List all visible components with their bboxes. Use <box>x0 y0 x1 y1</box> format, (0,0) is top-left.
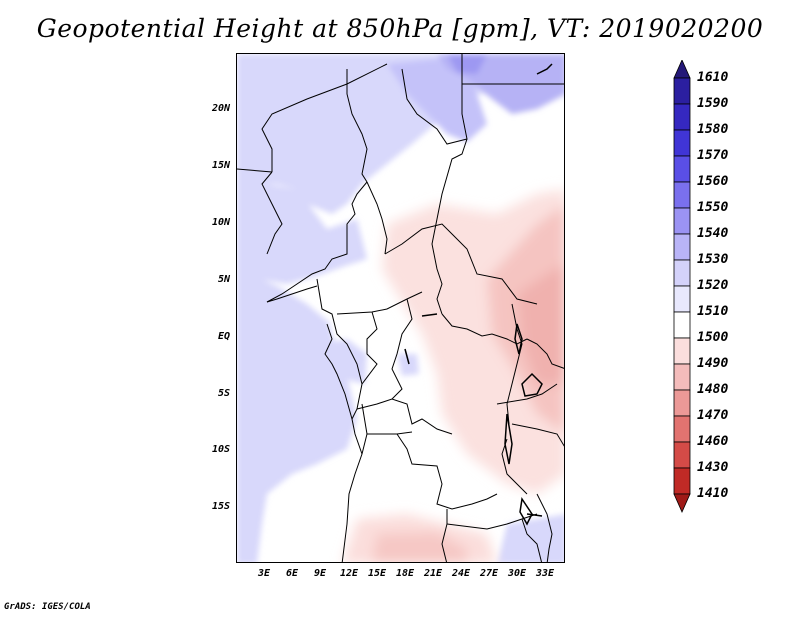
colorbar-level-label: 1520 <box>697 278 729 293</box>
colorbar-svg <box>673 59 691 513</box>
lon-tick-label: 6E <box>285 568 299 579</box>
lat-tick-label: 10S <box>211 444 230 455</box>
colorbar-segment <box>673 103 691 131</box>
lat-tick-label: 5S <box>217 388 230 399</box>
lon-tick-label: 18E <box>395 568 415 579</box>
colorbar-level-label: 1430 <box>697 460 729 475</box>
colorbar-segment <box>673 59 691 79</box>
colorbar-level-label: 1460 <box>697 434 729 449</box>
colorbar-level-label: 1470 <box>697 408 729 423</box>
colorbar-level-label: 1510 <box>697 304 729 319</box>
colorbar-level-label: 1500 <box>697 330 729 345</box>
lat-tick-label: EQ <box>217 331 230 342</box>
colorbar-segment <box>673 363 691 391</box>
lat-tick-label: 20N <box>211 103 230 114</box>
lakes <box>404 63 553 526</box>
colorbar-segment <box>673 207 691 235</box>
colorbar-level-label: 1590 <box>697 96 729 111</box>
grads-credit: GrADS: IGES/COLA <box>4 602 91 612</box>
colorbar-segment <box>673 77 691 105</box>
colorbar-segment <box>673 129 691 157</box>
colorbar-segment <box>673 181 691 209</box>
colorbar-segment <box>673 389 691 417</box>
colorbar-level-label: 1560 <box>697 174 729 189</box>
lon-tick-label: 9E <box>313 568 327 579</box>
lon-tick-label: 15E <box>367 568 387 579</box>
lon-tick-label: 21E <box>423 568 443 579</box>
colorbar-segment <box>673 285 691 313</box>
colorbar-level-label: 1610 <box>697 70 729 85</box>
colorbar-level-label: 1410 <box>697 486 729 501</box>
colorbar-level-label: 1540 <box>697 226 729 241</box>
colorbar <box>667 59 697 562</box>
colorbar-segment <box>673 233 691 261</box>
colorbar-segment <box>673 493 691 513</box>
lat-tick-label: 5N <box>217 274 230 285</box>
colorbar-level-label: 1550 <box>697 200 729 215</box>
lon-tick-label: 30E <box>507 568 527 579</box>
colorbar-level-label: 1570 <box>697 148 729 163</box>
lat-tick-label: 15S <box>211 501 230 512</box>
colorbar-segment <box>673 337 691 365</box>
colorbar-segment <box>673 259 691 287</box>
colorbar-level-label: 1490 <box>697 356 729 371</box>
colorbar-segment <box>673 311 691 339</box>
chart-title: Geopotential Height at 850hPa [gpm], VT:… <box>36 14 764 43</box>
colorbar-segment <box>673 415 691 443</box>
lat-tick-label: 15N <box>211 160 230 171</box>
colorbar-level-label: 1580 <box>697 122 729 137</box>
lon-tick-label: 24E <box>451 568 471 579</box>
colorbar-level-label: 1530 <box>697 252 729 267</box>
lat-tick-label: 10N <box>211 217 230 228</box>
lon-tick-label: 27E <box>479 568 499 579</box>
lon-tick-label: 12E <box>339 568 359 579</box>
colorbar-segment <box>673 441 691 469</box>
lon-tick-label: 33E <box>535 568 555 579</box>
colorbar-segment <box>673 467 691 495</box>
map-plot-area <box>236 53 565 563</box>
colorbar-segment <box>673 155 691 183</box>
map-svg <box>237 54 564 562</box>
colorbar-level-label: 1480 <box>697 382 729 397</box>
lon-tick-label: 3E <box>257 568 271 579</box>
country-borders <box>237 54 564 562</box>
field-red-regions <box>342 189 564 562</box>
